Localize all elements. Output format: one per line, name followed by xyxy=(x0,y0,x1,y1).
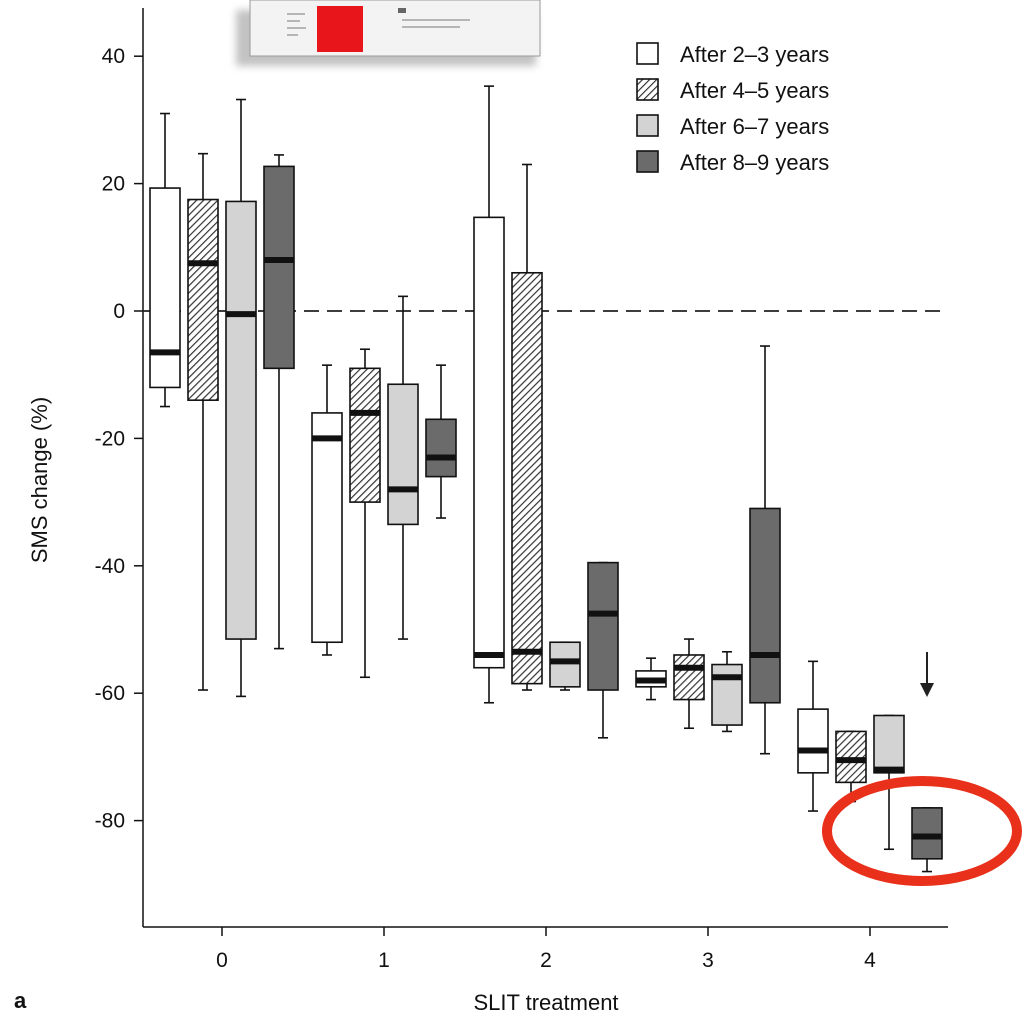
y-tick-label: -60 xyxy=(95,682,125,705)
y-tick-label: 20 xyxy=(102,173,125,196)
box xyxy=(749,507,781,704)
box-plot xyxy=(473,85,505,704)
box xyxy=(587,561,619,691)
box xyxy=(673,654,705,701)
x-tick-label: 3 xyxy=(702,949,714,972)
box xyxy=(511,271,543,685)
y-tick-label: -80 xyxy=(95,810,125,833)
y-tick-label: -40 xyxy=(95,555,125,578)
box-plot xyxy=(149,112,181,408)
legend-swatch xyxy=(636,150,659,173)
box xyxy=(263,165,295,370)
box-plot xyxy=(225,98,257,698)
x-tick-label: 2 xyxy=(540,949,552,972)
box-plot xyxy=(673,638,705,730)
box-plot xyxy=(425,364,457,519)
legend-swatch xyxy=(636,78,659,101)
legend-label: After 8–9 years xyxy=(680,150,829,175)
legend: After 2–3 years After 4–5 years After 6–7 … xyxy=(636,42,829,175)
box xyxy=(549,641,581,688)
box xyxy=(187,198,219,401)
box-plot xyxy=(387,295,419,640)
box xyxy=(425,418,457,478)
box-plot xyxy=(511,163,543,691)
box-plot xyxy=(797,660,829,812)
box-plot xyxy=(635,657,667,701)
inset-thumbnail xyxy=(236,0,541,66)
x-ticks: 0 1 2 3 4 xyxy=(216,927,876,972)
box-plot xyxy=(549,641,581,691)
box xyxy=(387,383,419,526)
box xyxy=(225,200,257,640)
box-plot xyxy=(835,730,867,803)
box xyxy=(797,708,829,774)
box xyxy=(149,187,181,389)
highlight-ellipse xyxy=(822,776,1022,886)
box-plot xyxy=(187,152,219,691)
box-plot xyxy=(749,345,781,755)
box-plot xyxy=(711,650,743,733)
inset-red-block xyxy=(317,6,363,52)
box xyxy=(711,663,743,726)
legend-label: After 2–3 years xyxy=(680,42,829,67)
x-tick-label: 0 xyxy=(216,949,228,972)
x-axis-label: SLIT treatment xyxy=(473,990,618,1015)
legend-label: After 6–7 years xyxy=(680,114,829,139)
box-plot xyxy=(311,364,343,656)
box xyxy=(835,730,867,784)
plot-area: 40 20 0 -20 -40 -60 -80 0 1 2 3 4 xyxy=(95,8,948,972)
y-tick-label: 0 xyxy=(113,300,125,323)
box xyxy=(873,714,905,774)
box-plot xyxy=(349,348,381,679)
y-tick-label: -20 xyxy=(95,427,125,450)
y-ticks: 40 20 0 -20 -40 -60 -80 xyxy=(95,45,143,833)
y-tick-label: 40 xyxy=(102,45,125,68)
legend-swatch xyxy=(636,42,659,65)
y-axis-label: SMS change (%) xyxy=(27,397,52,563)
box xyxy=(349,367,381,503)
down-arrow-icon xyxy=(920,652,934,697)
panel-label: a xyxy=(14,988,27,1013)
box xyxy=(311,412,343,644)
box-series xyxy=(149,85,943,873)
box xyxy=(473,216,505,669)
x-tick-label: 1 xyxy=(378,949,390,972)
box xyxy=(911,807,943,860)
legend-swatch xyxy=(636,114,659,137)
x-tick-label: 4 xyxy=(864,949,876,972)
legend-label: After 4–5 years xyxy=(680,78,829,103)
box-plot xyxy=(587,561,619,739)
box-plot xyxy=(263,154,295,650)
box-plot xyxy=(911,807,943,873)
